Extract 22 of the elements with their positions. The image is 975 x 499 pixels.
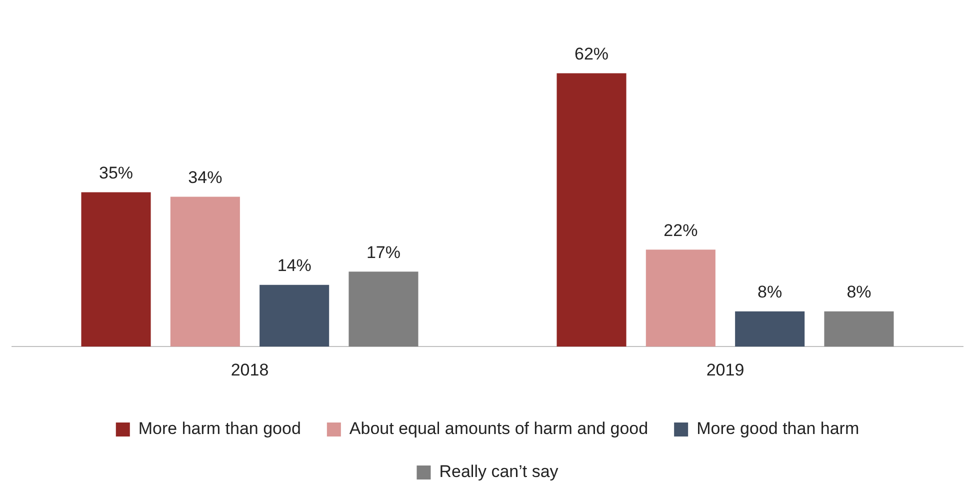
bar	[260, 284, 330, 347]
data-label: 14%	[277, 256, 312, 276]
data-label: 62%	[574, 44, 609, 64]
data-label: 8%	[758, 282, 782, 302]
bar	[348, 272, 418, 347]
legend-label: More harm than good	[138, 419, 301, 438]
data-label: 34%	[188, 168, 222, 187]
data-label: 35%	[99, 163, 134, 182]
bar	[735, 311, 805, 347]
bar	[646, 250, 716, 347]
data-label: 8%	[846, 282, 872, 302]
data-label: 22%	[664, 220, 698, 240]
legend-label: About equal amounts of harm and good	[349, 419, 648, 438]
x-tick-label: 2019	[706, 360, 744, 380]
bar	[556, 73, 626, 347]
data-label: 17%	[366, 242, 400, 262]
legend-label: Really can’t say	[439, 462, 559, 482]
bar	[170, 196, 240, 347]
bar	[824, 311, 894, 347]
x-tick-label: 2018	[230, 360, 269, 380]
bar	[81, 192, 151, 347]
legend-label: More good than harm	[696, 419, 860, 438]
